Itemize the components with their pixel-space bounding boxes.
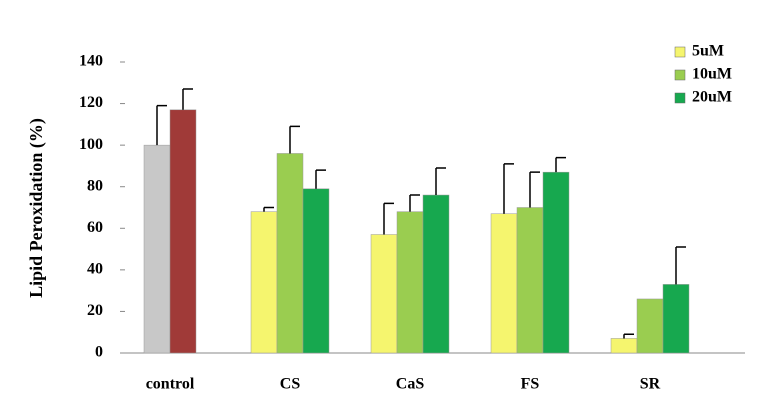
- error-bar: [623, 333, 634, 339]
- bar: [370, 234, 398, 354]
- y-tick-label: 40: [87, 261, 103, 278]
- error-bar: [675, 246, 686, 285]
- legend-swatch: [674, 46, 686, 58]
- error-bar: [263, 206, 274, 212]
- bar: [422, 194, 450, 354]
- bar: [662, 284, 690, 354]
- legend-swatch: [674, 69, 686, 81]
- bar: [516, 207, 544, 354]
- y-axis-label: Lipid Peroxidation (%): [26, 118, 47, 298]
- legend-swatch: [674, 92, 686, 104]
- bar: [250, 211, 278, 354]
- y-tick-label: 100: [79, 136, 103, 153]
- x-tick-label: FS: [521, 376, 540, 393]
- y-tick-label: 120: [79, 94, 103, 111]
- x-tick-label: CS: [280, 376, 301, 393]
- error-bar: [156, 104, 167, 146]
- bar: [490, 213, 518, 354]
- y-tick-label: 60: [87, 219, 103, 236]
- x-tick-label: SR: [640, 376, 661, 393]
- error-bar: [409, 194, 420, 212]
- legend-label: 10uM: [692, 66, 732, 83]
- bar: [169, 109, 197, 354]
- legend-label: 20uM: [692, 89, 732, 106]
- legend-label: 5uM: [692, 43, 724, 60]
- x-tick-label: CaS: [396, 376, 425, 393]
- y-tick-label: 80: [87, 177, 103, 194]
- error-bar: [435, 167, 446, 196]
- bar: [302, 188, 330, 354]
- bar: [636, 298, 664, 354]
- bar: [610, 338, 638, 354]
- x-tick-label: control: [146, 376, 195, 393]
- error-bar: [315, 169, 326, 189]
- bar: [396, 211, 424, 354]
- y-tick-label: 0: [95, 344, 103, 361]
- error-bar: [289, 125, 300, 154]
- bar: [542, 171, 570, 354]
- error-bar: [182, 88, 193, 110]
- y-tick-label: 20: [87, 302, 103, 319]
- bar: [276, 153, 304, 354]
- error-bar: [529, 171, 540, 208]
- y-tick-label: 140: [79, 53, 103, 70]
- bar: [143, 144, 171, 354]
- error-bar: [383, 202, 394, 235]
- error-bar: [555, 156, 566, 173]
- error-bar: [503, 163, 514, 214]
